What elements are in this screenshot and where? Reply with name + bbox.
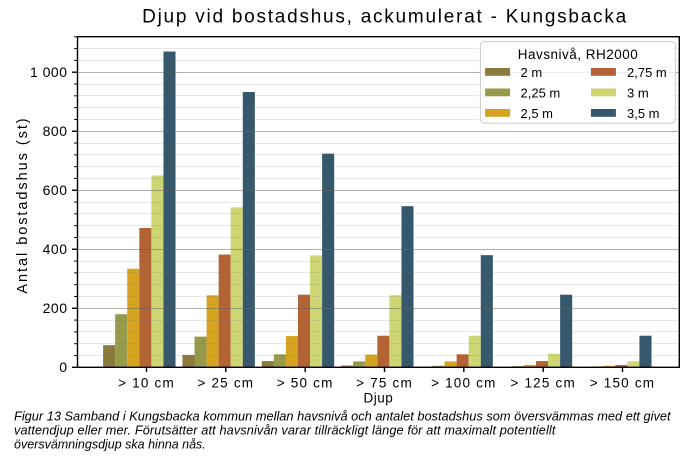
svg-text:200: 200 — [43, 300, 68, 316]
svg-text:Havsnivå, RH2000: Havsnivå, RH2000 — [518, 47, 639, 62]
svg-text:2 m: 2 m — [521, 65, 543, 80]
svg-text:3 m: 3 m — [627, 86, 649, 101]
svg-text:Djup vid bostadshus, ackumuler: Djup vid bostadshus, ackumulerat - Kungs… — [142, 6, 628, 27]
svg-text:översvämningsdjup ska hinna nå: översvämningsdjup ska hinna nås. — [14, 438, 206, 452]
svg-text:600: 600 — [43, 182, 68, 198]
svg-text:0: 0 — [59, 359, 67, 375]
svg-text:2,25 m: 2,25 m — [521, 86, 561, 101]
svg-text:> 25 cm: > 25 cm — [197, 376, 254, 391]
svg-text:1 000: 1 000 — [30, 64, 68, 80]
svg-text:Djup: Djup — [364, 391, 394, 406]
svg-text:> 75 cm: > 75 cm — [356, 376, 413, 391]
svg-text:vattendjup eller mer. Förutsät: vattendjup eller mer. Förutsätter att ha… — [14, 423, 556, 437]
svg-text:400: 400 — [43, 241, 68, 257]
svg-text:800: 800 — [43, 123, 68, 139]
svg-text:2,5 m: 2,5 m — [521, 106, 554, 121]
svg-text:Antal bostadshus (st): Antal bostadshus (st) — [15, 116, 31, 293]
svg-text:> 50 cm: > 50 cm — [277, 376, 334, 391]
svg-text:> 10 cm: > 10 cm — [118, 376, 175, 391]
svg-text:> 100 cm: > 100 cm — [431, 376, 497, 391]
svg-text:2,75 m: 2,75 m — [627, 65, 667, 80]
svg-text:> 150 cm: > 150 cm — [590, 376, 656, 391]
svg-text:Figur 13 Samband i Kungsbacka: Figur 13 Samband i Kungsbacka kommun mel… — [14, 408, 671, 423]
svg-text:> 125 cm: > 125 cm — [510, 376, 576, 391]
svg-text:3,5 m: 3,5 m — [627, 106, 660, 121]
